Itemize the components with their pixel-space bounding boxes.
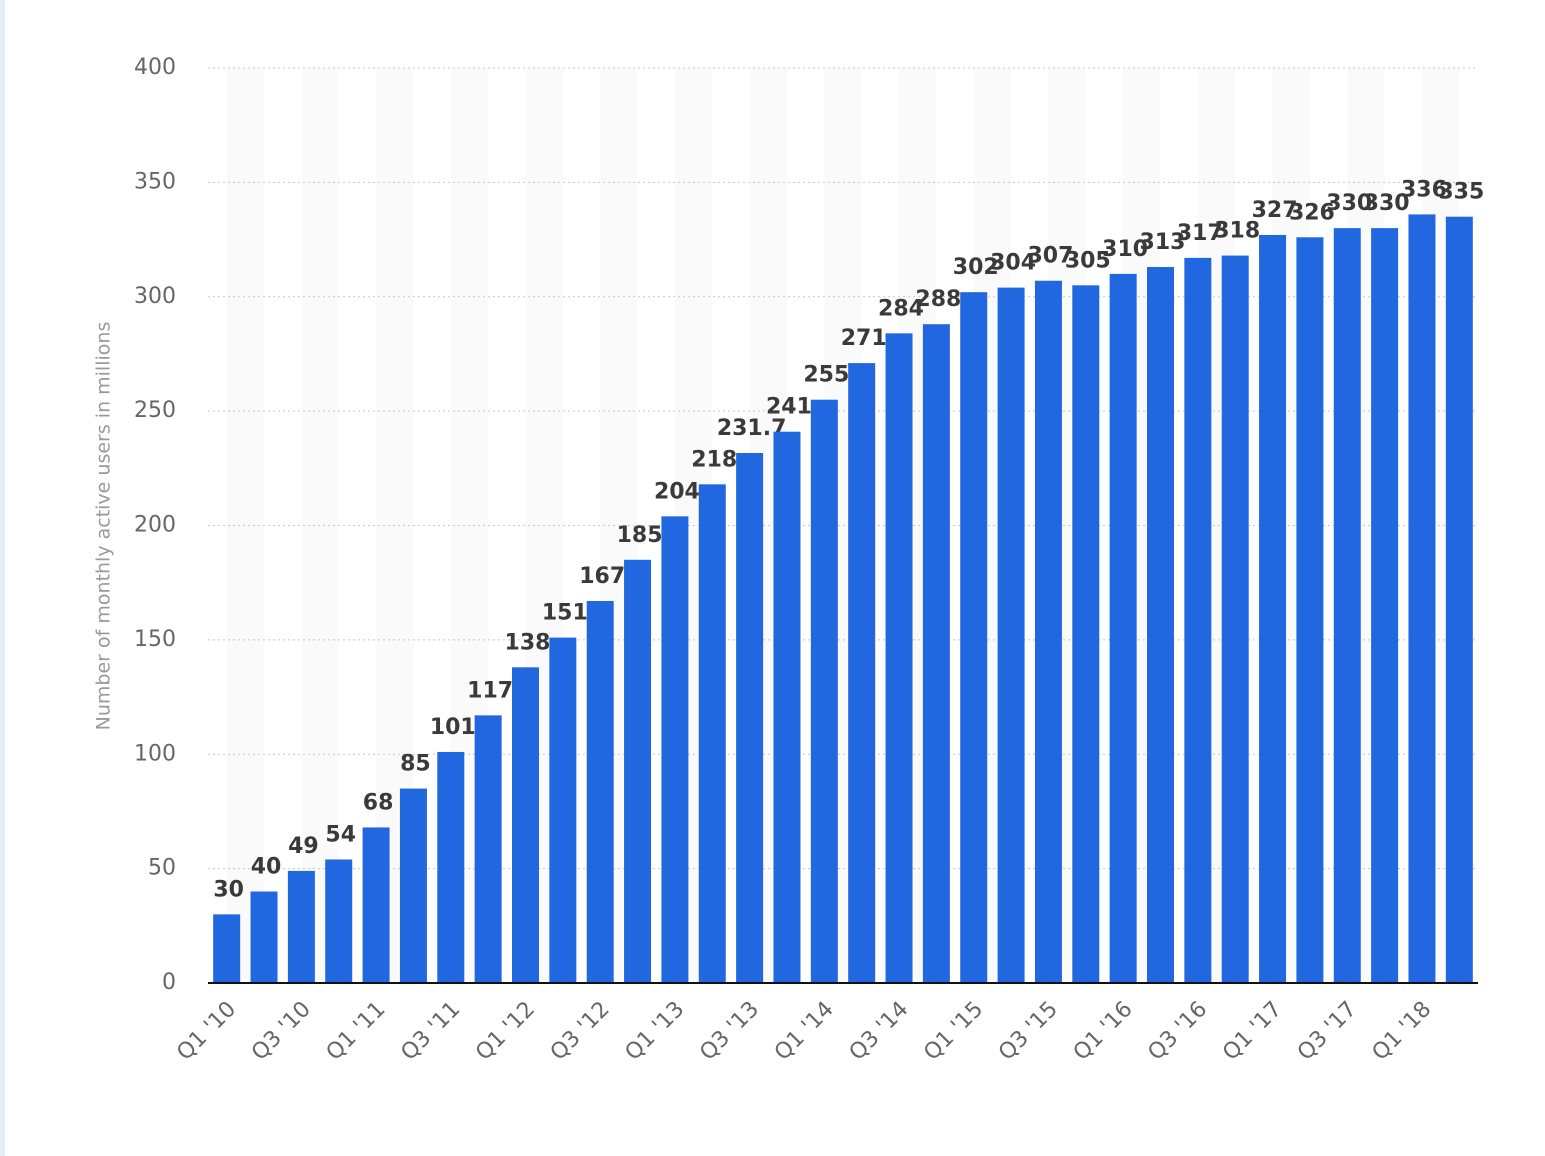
y-tick-label: 100 <box>134 741 176 766</box>
bar <box>549 637 577 983</box>
bar <box>736 452 764 984</box>
bar <box>399 788 427 983</box>
value-label: 330 <box>1364 191 1410 216</box>
band-stripe <box>226 68 265 983</box>
value-label: 138 <box>505 630 551 655</box>
x-tick-label: Q1 '16 <box>1069 997 1138 1066</box>
y-tick-label: 150 <box>134 627 176 652</box>
x-tick-label: Q1 '11 <box>322 997 391 1066</box>
bar <box>1072 285 1100 983</box>
bar <box>1147 267 1174 983</box>
value-label: 304 <box>990 251 1036 276</box>
x-tick-label: Q3 '12 <box>546 997 615 1066</box>
bar <box>848 363 876 983</box>
value-label: 30 <box>213 877 244 902</box>
y-tick-label: 250 <box>134 398 176 423</box>
value-label: 284 <box>878 296 924 321</box>
y-tick-label: 300 <box>134 284 176 309</box>
value-label: 336 <box>1401 177 1447 202</box>
bar <box>1221 255 1249 983</box>
bar <box>586 600 614 983</box>
value-label: 151 <box>542 601 588 626</box>
y-tick-label: 400 <box>134 55 176 80</box>
value-label: 218 <box>691 447 737 472</box>
bar <box>922 324 950 983</box>
bar <box>698 484 726 983</box>
value-label: 167 <box>579 564 625 589</box>
value-label: 330 <box>1326 191 1372 216</box>
value-label: 85 <box>400 752 431 777</box>
bar <box>1371 228 1399 983</box>
bar <box>1109 273 1137 983</box>
value-label: 101 <box>430 715 476 740</box>
value-label: 288 <box>915 287 961 312</box>
value-label: 310 <box>1102 237 1148 262</box>
value-label: 313 <box>1140 230 1186 255</box>
bar <box>287 870 315 983</box>
x-tick-label: Q1 '17 <box>1218 997 1287 1066</box>
bar <box>362 827 390 983</box>
bar <box>1445 216 1473 983</box>
value-label: 327 <box>1252 198 1298 223</box>
bar <box>213 914 241 983</box>
bar <box>960 292 988 983</box>
y-tick-label: 200 <box>134 513 176 538</box>
x-tick-label: Q1 '13 <box>621 997 690 1066</box>
x-tick-label: Q3 '10 <box>247 997 316 1066</box>
bar <box>512 667 539 983</box>
value-label: 271 <box>841 326 887 351</box>
x-tick-label: Q3 '13 <box>695 997 764 1066</box>
bar <box>437 751 465 983</box>
value-label: 335 <box>1438 180 1484 205</box>
y-tick-label: 0 <box>162 970 176 995</box>
page-edge <box>0 0 5 1156</box>
value-label: 317 <box>1177 221 1223 246</box>
bar <box>325 859 353 983</box>
y-axis-label: Number of monthly active users in millio… <box>93 322 115 731</box>
value-label: 302 <box>953 255 999 280</box>
x-tick-label: Q3 '15 <box>994 997 1063 1066</box>
value-label: 40 <box>251 855 282 880</box>
bar <box>1408 214 1436 983</box>
value-label: 117 <box>467 678 513 703</box>
value-label: 255 <box>803 363 849 388</box>
x-tick-label: Q3 '16 <box>1143 997 1212 1066</box>
bar <box>474 715 502 983</box>
x-tick-label: Q1 '14 <box>770 997 839 1066</box>
bar <box>1259 234 1287 984</box>
bar <box>997 287 1025 984</box>
value-label: 305 <box>1065 248 1111 273</box>
x-tick-label: Q1 '12 <box>471 997 540 1066</box>
bar <box>885 333 913 984</box>
bar <box>661 516 689 983</box>
x-tick-label: Q3 '17 <box>1293 997 1362 1066</box>
x-tick-label: Q1 '10 <box>172 997 241 1066</box>
bar <box>773 431 801 983</box>
x-tick-label: Q1 '15 <box>919 997 988 1066</box>
bar <box>1333 228 1361 983</box>
bar <box>1034 280 1062 983</box>
value-label: 326 <box>1289 200 1335 225</box>
bar <box>250 891 278 983</box>
value-label: 49 <box>288 834 319 859</box>
value-label: 241 <box>766 395 812 420</box>
value-label: 307 <box>1027 244 1073 269</box>
y-tick-label: 50 <box>148 856 176 881</box>
bar <box>1296 237 1324 983</box>
value-label: 68 <box>363 790 394 815</box>
value-label: 185 <box>617 523 663 548</box>
value-label: 318 <box>1214 219 1260 244</box>
band-stripe <box>301 68 339 983</box>
x-tick-label: Q1 '18 <box>1368 997 1437 1066</box>
bar <box>1184 257 1212 983</box>
y-tick-label: 350 <box>134 169 176 194</box>
bar <box>810 399 838 983</box>
x-tick-label: Q3 '14 <box>845 997 914 1066</box>
value-label: 54 <box>325 822 356 847</box>
value-label: 204 <box>654 479 700 504</box>
x-tick-label: Q3 '11 <box>396 997 465 1066</box>
bar <box>624 559 652 983</box>
